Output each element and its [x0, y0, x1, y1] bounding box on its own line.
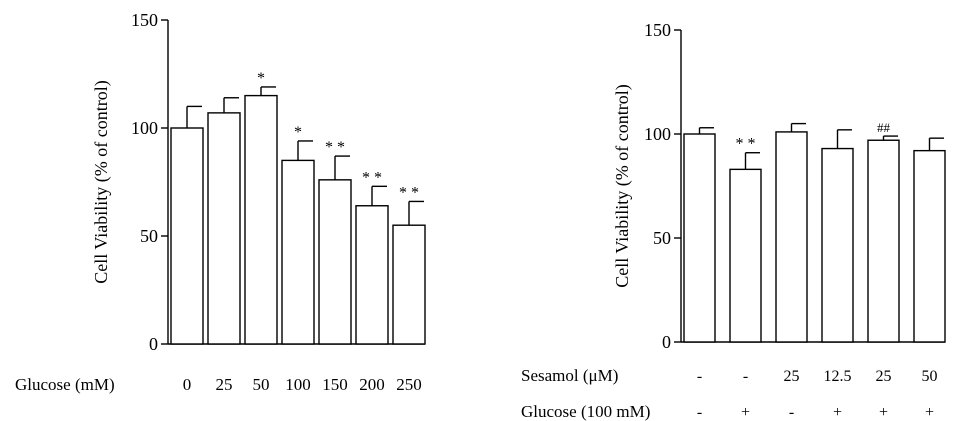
x-tick-label: +: [879, 404, 888, 421]
x-tick-label: 250: [396, 375, 422, 394]
x-row-label: Glucose (mM): [15, 375, 115, 394]
y-tick-label: 150: [131, 10, 158, 30]
significance-label: *: [257, 70, 265, 87]
significance-label: * *: [325, 139, 345, 156]
x-tick-label: 25: [876, 368, 892, 385]
bar: [913, 149, 946, 343]
bar: [683, 133, 716, 343]
bar: [867, 139, 900, 343]
x-tick-label: 200: [359, 375, 385, 394]
y-tick-label: 150: [644, 20, 671, 40]
x-tick-label: -: [697, 368, 702, 385]
x-tick-label: 25: [784, 368, 800, 385]
bar: [775, 131, 808, 343]
y-axis-title: Cell Viability (% of control): [612, 84, 633, 288]
bar: [821, 147, 854, 343]
chart-panel-sesamol: 0 50 100 150 Cell Viability (% of control) - -…: [521, 20, 946, 421]
x-tick-label: +: [925, 404, 934, 421]
x-tick-label: +: [833, 404, 842, 421]
bar: [729, 168, 762, 343]
bar: [281, 159, 315, 345]
bar: [244, 94, 278, 345]
x-tick-label: -: [697, 404, 702, 421]
bar: [207, 112, 241, 345]
y-tick-label: 0: [662, 332, 671, 352]
significance-label: *: [294, 124, 302, 141]
bar: [392, 224, 426, 345]
y-tick-label: 0: [149, 334, 158, 354]
significance-label: * *: [362, 169, 382, 186]
bar: [355, 205, 389, 345]
y-tick-label: 50: [653, 228, 671, 248]
y-axis-title: Cell Viability (% of control): [91, 80, 112, 284]
x-tick-label: 0: [183, 375, 192, 394]
y-tick-label: 100: [644, 124, 671, 144]
significance-label: ##: [877, 120, 891, 135]
x-row-label: Sesamol (μM): [521, 366, 618, 385]
bar: [318, 179, 352, 345]
x-row-label: Glucose (100 mM): [521, 402, 650, 421]
x-tick-label: 50: [253, 375, 270, 394]
x-tick-label: 150: [322, 375, 348, 394]
x-tick-label: +: [741, 404, 750, 421]
x-tick-label: -: [789, 404, 794, 421]
chart-panel-glucose: 0 50 100 150 Cell Viability (% of control) 0 2…: [15, 10, 426, 394]
x-tick-label: 100: [285, 375, 311, 394]
x-tick-label: 50: [922, 368, 938, 385]
x-tick-label: -: [743, 368, 748, 385]
y-tick-label: 100: [131, 118, 158, 138]
significance-label: * *: [399, 184, 419, 201]
bar: [170, 127, 204, 345]
x-tick-label: 12.5: [824, 368, 852, 385]
significance-label: * *: [736, 136, 756, 153]
x-tick-label: 25: [216, 375, 233, 394]
y-tick-label: 50: [140, 226, 158, 246]
